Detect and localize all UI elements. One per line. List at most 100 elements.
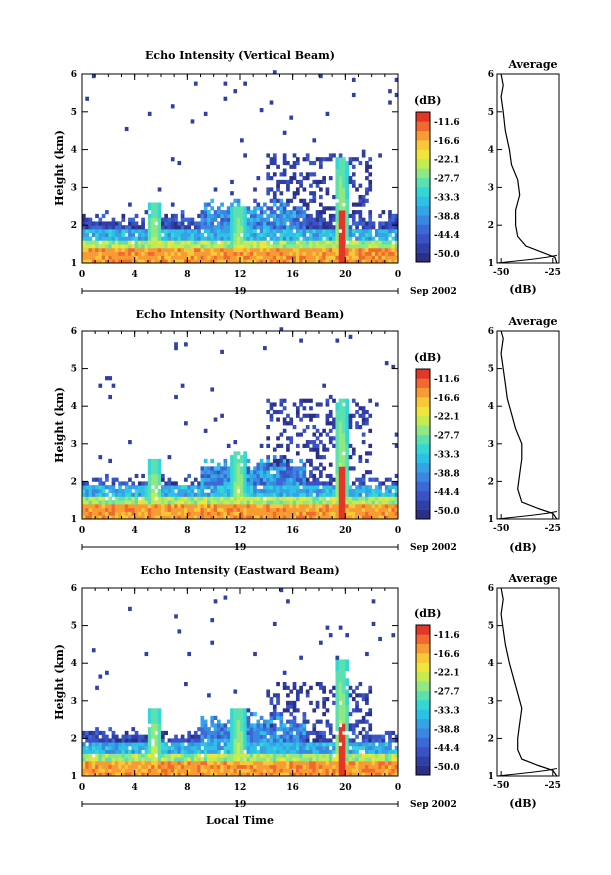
heatmap-cell — [282, 488, 287, 494]
heatmap-cell — [184, 496, 188, 501]
heatmap-cell — [289, 236, 294, 241]
heatmap-cell — [279, 734, 284, 739]
heatmap-cell — [233, 225, 238, 230]
heatmap-cell — [236, 727, 241, 732]
x-tick-label: 16 — [286, 270, 299, 280]
heatmap-cell — [154, 749, 159, 754]
heatmap-cell — [85, 251, 89, 256]
heatmap-cell — [299, 458, 303, 463]
heatmap-cell — [147, 745, 152, 751]
heatmap-cell — [351, 730, 356, 736]
heatmap-cell — [151, 745, 155, 751]
heatmap-cell — [101, 251, 106, 256]
heatmap-cell — [249, 768, 254, 773]
heatmap-cell — [157, 462, 162, 467]
heatmap-cell — [292, 225, 297, 230]
heatmap-cell — [88, 492, 93, 497]
heatmap-cell — [101, 240, 106, 245]
heatmap-cell — [236, 503, 241, 509]
heatmap-cell — [253, 730, 257, 736]
heatmap-cell — [249, 503, 254, 509]
heatmap-cell — [184, 760, 188, 766]
heatmap-cell — [236, 500, 241, 505]
heatmap-cell — [216, 768, 221, 773]
heatmap-cell — [233, 255, 238, 260]
heatmap-cell — [240, 719, 244, 724]
heatmap-cell — [177, 221, 182, 226]
heatmap-cell — [378, 496, 382, 501]
heatmap-cell — [355, 210, 359, 215]
heatmap-cell — [348, 240, 353, 245]
heatmap-cell — [137, 232, 142, 237]
heatmap-cell — [325, 473, 330, 479]
heatmap-cell — [374, 255, 379, 260]
heatmap-cell — [210, 251, 215, 256]
heatmap-cell — [243, 251, 247, 256]
heatmap-cell — [378, 240, 382, 245]
heatmap-cell — [361, 738, 366, 743]
heatmap-cell — [368, 232, 373, 237]
heatmap-cell — [256, 481, 261, 486]
heatmap-cell — [243, 477, 247, 482]
heatmap-cell — [151, 488, 155, 494]
heatmap-cell — [302, 742, 307, 747]
heatmap-cell — [312, 768, 317, 773]
heatmap-cell — [266, 693, 271, 698]
heatmap-cell — [207, 247, 211, 253]
heatmap-cell — [263, 757, 267, 762]
heatmap-cell — [335, 768, 340, 773]
heatmap-cell — [144, 734, 149, 739]
heatmap-cell — [249, 492, 254, 497]
heatmap-cell — [319, 432, 323, 437]
heatmap-cell — [361, 202, 366, 207]
heatmap-cell — [200, 217, 205, 222]
heatmap-cell — [134, 259, 139, 264]
heatmap-cell — [124, 225, 129, 230]
heatmap-cell — [121, 745, 126, 751]
heatmap-cell — [220, 485, 224, 490]
heatmap-cell — [236, 715, 241, 720]
heatmap-cell — [355, 202, 359, 207]
heatmap-cell — [108, 488, 113, 494]
heatmap-cell — [348, 760, 353, 766]
heatmap-cell — [305, 757, 310, 762]
heatmap-cell — [266, 228, 271, 234]
heatmap-cell — [272, 749, 277, 754]
heatmap-cell — [289, 500, 294, 505]
heatmap-cell — [368, 685, 373, 690]
heatmap-cell — [286, 485, 290, 490]
heatmap-cell — [259, 734, 264, 739]
heatmap-cell — [121, 488, 126, 494]
heatmap-cell — [180, 247, 185, 253]
heatmap-cell — [193, 742, 198, 747]
heatmap-cell — [305, 500, 310, 505]
heatmap-cell — [351, 221, 356, 226]
heatmap-cell — [111, 500, 116, 505]
heatmap-cell — [137, 500, 142, 505]
heatmap-cell — [200, 496, 205, 501]
heatmap-cell — [338, 183, 343, 188]
heatmap-cell — [170, 236, 175, 241]
heatmap-cell — [272, 738, 277, 743]
heatmap-cell — [282, 221, 287, 226]
heatmap-cell — [269, 507, 274, 512]
heatmap-cell — [226, 236, 231, 241]
heatmap-cell — [391, 503, 396, 509]
heatmap-cell — [197, 749, 201, 754]
heatmap-cell — [82, 236, 86, 241]
heatmap-cell — [118, 240, 122, 245]
heatmap-cell — [342, 507, 346, 512]
heatmap-cell — [180, 760, 185, 766]
heatmap-cell — [299, 213, 303, 219]
heatmap-cell — [381, 210, 386, 215]
heatmap-cell — [305, 515, 310, 520]
heatmap-cell — [332, 153, 336, 158]
heatmap-cell — [154, 772, 159, 777]
heatmap-cell — [322, 511, 326, 516]
heatmap-cell — [345, 719, 350, 724]
heatmap-cell — [200, 481, 205, 486]
heatmap-cell — [312, 753, 317, 758]
heatmap-cell — [230, 492, 234, 497]
heatmap-cell — [319, 473, 323, 479]
heatmap-cell — [246, 488, 251, 494]
